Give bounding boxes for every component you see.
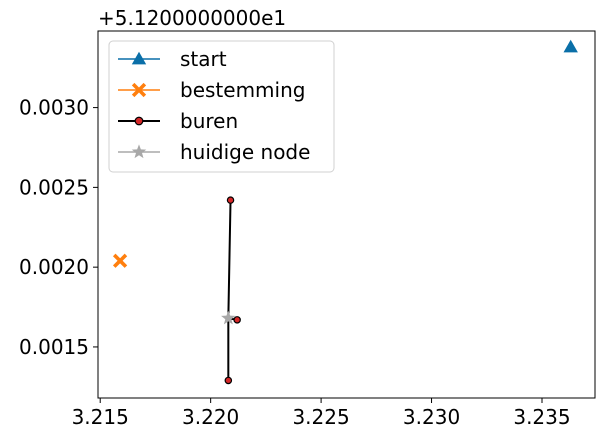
- y-tick-label: 0.0025: [19, 175, 89, 199]
- legend: start bestemming buren huidige node: [108, 40, 335, 173]
- legend-marker: [131, 51, 147, 65]
- legend-label: buren: [180, 109, 238, 133]
- x-tick-label: 3.220: [182, 405, 239, 429]
- y-tick-label: 0.0020: [19, 255, 89, 279]
- buren-point-0: [226, 196, 235, 204]
- x-tick-label: 3.230: [403, 405, 460, 429]
- legend-marker: [134, 116, 144, 126]
- x-tick-label: 3.225: [292, 405, 349, 429]
- y-tick-label: 0.0030: [19, 96, 89, 120]
- legend-box: [108, 40, 335, 173]
- x-tick-label: 3.235: [513, 405, 570, 429]
- legend-marker: [131, 144, 147, 159]
- axes: 3.215 3.220 3.225 3.230 3.235 0.0015 0.0020 0.0…: [19, 30, 596, 429]
- legend-label: huidige node: [180, 140, 310, 164]
- legend-marker: [131, 82, 147, 98]
- plot-area: [112, 39, 578, 385]
- x-tick-label: 3.215: [72, 405, 129, 429]
- offset-label: +5.1200000000e1: [98, 6, 286, 30]
- y-tick-label: 0.0015: [19, 335, 89, 359]
- start-point-0: [563, 39, 578, 53]
- buren-point-2: [224, 376, 233, 385]
- bestemming-point-0: [112, 253, 128, 268]
- legend-label: start: [180, 47, 227, 71]
- axes-frame: [97, 30, 596, 399]
- legend-label: bestemming: [180, 78, 305, 102]
- buren-point-1: [233, 316, 241, 324]
- huidige-node-point-0: [221, 310, 236, 325]
